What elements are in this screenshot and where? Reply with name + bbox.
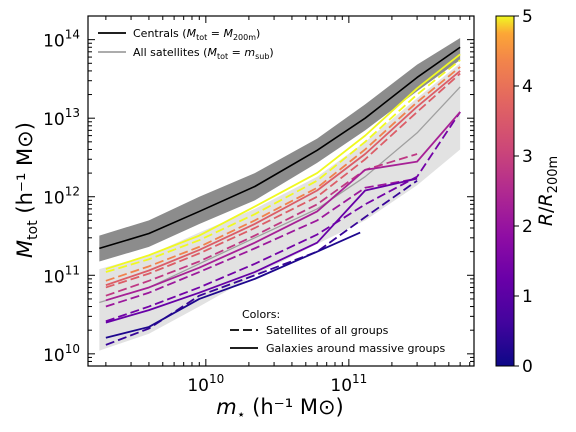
legend-bottom: Colors: Satellites of all groups Galaxie… xyxy=(230,308,445,355)
series-line-sat-r5 xyxy=(105,59,461,273)
y-tick-label: 1014 xyxy=(43,28,80,52)
colorbar-tick-label: 3 xyxy=(522,147,533,167)
colorbar-tick-label: 0 xyxy=(522,357,533,377)
colorbar-gradient xyxy=(495,15,515,367)
y-tick-label: 1011 xyxy=(43,263,80,287)
colorbar-tick-label: 5 xyxy=(522,7,533,27)
series-line-sat-r43 xyxy=(105,66,461,282)
axis-ticks: 1010 1011 1010 1011 1012 1013 1014 xyxy=(43,15,474,396)
legend-solid-label: Galaxies around massive groups xyxy=(266,342,445,355)
series-line-mass-r5 xyxy=(105,53,461,270)
plot-area xyxy=(99,37,461,351)
plot-frame xyxy=(87,15,475,367)
legend-bottom-title: Colors: xyxy=(242,308,280,321)
series-line-mass-r23 xyxy=(105,111,461,302)
series-line-mass-r12 xyxy=(105,177,418,324)
series-line-mass-r02 xyxy=(105,231,361,339)
series-line-sat-r05 xyxy=(105,179,418,346)
colorbar: 0 1 2 3 4 5 R/R200m xyxy=(495,7,561,377)
y-tick-label: 1013 xyxy=(43,106,80,130)
centrals-scatter-band xyxy=(99,37,461,262)
legend-dashed-label: Satellites of all groups xyxy=(266,324,389,337)
colorbar-tick-label: 2 xyxy=(522,217,533,237)
legend-top: Centrals (Mtot = M200m) All satellites (… xyxy=(98,27,274,61)
series-line-sat-r36 xyxy=(105,72,461,289)
legend-centrals-label: Centrals (Mtot = M200m) xyxy=(133,27,260,42)
colorbar-label: R/R200m xyxy=(535,156,561,226)
x-tick-label: 1011 xyxy=(330,372,367,396)
colorbar-tick-label: 1 xyxy=(522,287,533,307)
series-line-sat-r21 xyxy=(105,177,418,308)
y-tick-label: 1012 xyxy=(43,185,80,209)
series-line-sat-r14 xyxy=(105,111,461,323)
series-line-mass-r36 xyxy=(105,70,461,286)
x-axis-label: m⋆ (h⁻¹ M⊙) xyxy=(216,395,344,423)
legend-satellites-label: All satellites (Mtot = msub) xyxy=(133,46,274,61)
series-line-centrals xyxy=(99,46,461,250)
colorbar-ticks: 0 1 2 3 4 5 xyxy=(514,7,533,377)
y-tick-label: 1010 xyxy=(43,342,80,366)
y-axis-label: Mtot (h⁻¹ M⊙) xyxy=(13,122,41,258)
x-tick-label: 1010 xyxy=(187,372,224,396)
colorbar-tick-label: 4 xyxy=(522,77,533,97)
